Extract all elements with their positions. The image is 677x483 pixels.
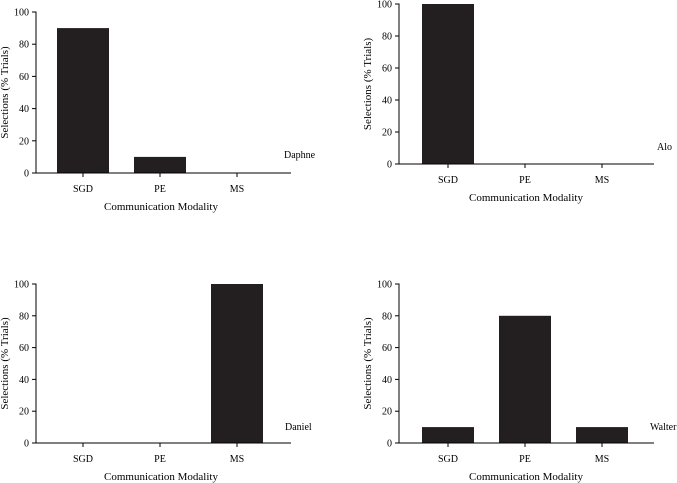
x-tick-label: SGD — [73, 184, 93, 195]
y-tick-label: 40 — [19, 104, 29, 115]
y-tick-label: 60 — [382, 343, 392, 354]
y-tick-label: 0 — [387, 439, 392, 450]
participant-name: Daphne — [284, 150, 316, 161]
bar-ms — [576, 427, 628, 443]
chart-panel-alo: 0 20 40 60 80 100 SGD PE MS Communication Modalit… — [362, 0, 672, 204]
bar-sgd — [422, 427, 474, 443]
y-tick-label: 80 — [382, 311, 392, 322]
y-tick-label: 100 — [14, 280, 29, 291]
x-axis-title: Communication Modality — [104, 201, 218, 213]
y-tick-label: 80 — [382, 32, 392, 43]
y-tick-label: 40 — [382, 96, 392, 107]
x-tick-label: SGD — [438, 175, 458, 186]
x-tick-label: MS — [230, 184, 244, 195]
y-tick-label: 60 — [19, 343, 29, 354]
x-axis-title: Communication Modality — [104, 471, 218, 483]
y-tick-label: 0 — [387, 160, 392, 171]
x-tick-label: PE — [519, 454, 531, 465]
y-tick-label: 20 — [382, 407, 392, 418]
participant-name: Walter — [650, 422, 677, 433]
y-axis-title: Selections (% Trials) — [0, 46, 11, 139]
x-tick-label: SGD — [73, 454, 93, 465]
chart-panel-daniel: 0 20 40 60 80 100 SGD PE MS Communication Modalit… — [0, 280, 312, 483]
y-tick-label: 80 — [19, 311, 29, 322]
x-tick-label: MS — [595, 175, 609, 186]
bar-pe — [134, 156, 186, 173]
participant-name: Alo — [657, 142, 672, 153]
y-tick-label: 0 — [24, 169, 29, 180]
y-tick-label: 80 — [19, 40, 29, 51]
y-tick-label: 0 — [24, 439, 29, 450]
bar-sgd — [57, 28, 109, 173]
x-tick-label: MS — [595, 454, 609, 465]
y-tick-label: 100 — [377, 0, 392, 11]
x-axis-title: Communication Modality — [469, 471, 583, 483]
bar-pe — [499, 315, 551, 443]
y-axis-title: Selections (% Trials) — [362, 38, 374, 131]
x-tick-label: SGD — [438, 454, 458, 465]
x-tick-label: PE — [519, 175, 531, 186]
bar-sgd — [422, 4, 474, 164]
y-axis-title: Selections (% Trials) — [362, 317, 374, 410]
y-tick-label: 20 — [19, 136, 29, 147]
y-tick-label: 20 — [382, 128, 392, 139]
y-tick-label: 60 — [19, 72, 29, 83]
x-tick-label: PE — [154, 454, 166, 465]
chart-panel-walter: 0 20 40 60 80 100 SGD PE MS Communication Modalit… — [362, 280, 677, 483]
x-tick-label: PE — [154, 184, 166, 195]
participant-name: Daniel — [285, 422, 312, 433]
x-tick-label: MS — [230, 454, 244, 465]
y-tick-label: 100 — [14, 8, 29, 19]
x-axis-title: Communication Modality — [469, 192, 583, 204]
y-tick-label: 100 — [377, 280, 392, 291]
y-tick-label: 60 — [382, 64, 392, 75]
chart-panel-daphne: 0 20 40 60 80 100 SGD PE MS Communication Modalit… — [0, 8, 316, 214]
bar-ms — [211, 284, 263, 443]
y-tick-label: 40 — [19, 375, 29, 386]
y-tick-label: 20 — [19, 407, 29, 418]
y-tick-label: 40 — [382, 375, 392, 386]
y-axis-title: Selections (% Trials) — [0, 317, 11, 410]
